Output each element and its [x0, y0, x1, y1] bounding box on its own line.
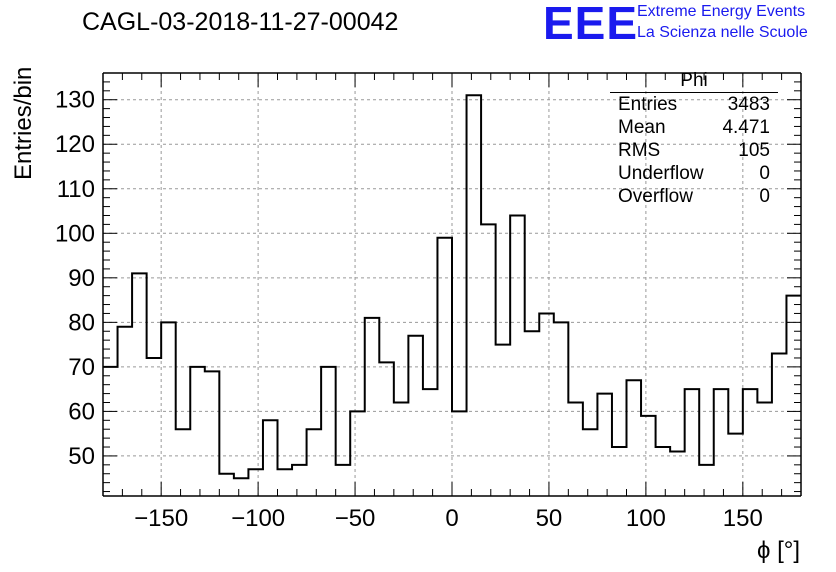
axes — [102, 72, 802, 497]
histogram-bin — [365, 318, 380, 496]
y-tick-label: 60 — [68, 398, 95, 425]
histogram-bin — [321, 367, 336, 496]
histogram-bin — [786, 296, 801, 496]
histogram-bin — [656, 447, 671, 496]
stats-row-underflow: Underflow 0 — [610, 162, 778, 185]
histogram-bin — [190, 367, 205, 496]
histogram-bin — [597, 394, 612, 496]
x-tick-label: −150 — [134, 505, 188, 532]
y-tick-label: 130 — [55, 87, 95, 114]
histogram-bin — [394, 402, 409, 496]
x-tick-label: 150 — [723, 505, 763, 532]
histogram-bin — [481, 224, 496, 496]
histogram-bin — [685, 389, 700, 496]
histogram-bin — [670, 451, 685, 496]
histogram-bin — [234, 478, 249, 496]
tick-labels: −150 −100 −50 0 50 100 150 50 60 70 80 90 100 110 120 1… — [55, 87, 763, 532]
histogram-bin — [467, 95, 482, 496]
stats-label: Underflow — [618, 163, 704, 184]
stats-row-entries: Entries 3483 — [610, 93, 778, 116]
histogram-bin — [510, 215, 525, 496]
eee-logo: EEE — [543, 0, 639, 49]
logo-text-line1: Extreme Energy Events — [637, 3, 806, 20]
x-tick-label: 50 — [536, 505, 563, 532]
histogram-bin — [525, 331, 540, 496]
stats-label: RMS — [618, 140, 661, 161]
stats-value: 105 — [738, 140, 770, 161]
histogram-bin — [379, 362, 394, 496]
histogram-bin — [219, 474, 234, 496]
y-tick-label: 100 — [55, 220, 95, 247]
stats-value: 3483 — [727, 94, 770, 115]
x-tick-label: 0 — [445, 505, 458, 532]
histogram-bin — [772, 354, 787, 496]
chart-title: CAGL-03-2018-11-27-00042 — [82, 8, 399, 36]
histogram-bin — [452, 411, 467, 496]
y-axis-label: Entries/bin — [10, 67, 37, 180]
histogram-bin — [278, 469, 293, 496]
histogram-bin — [292, 465, 307, 496]
y-tick-label: 120 — [55, 131, 95, 158]
stats-label: Overflow — [618, 186, 693, 207]
y-tick-label: 110 — [57, 176, 95, 203]
histogram-bin — [568, 402, 583, 496]
histogram-bin — [699, 465, 714, 496]
stats-box: Phi Entries 3483 Mean 4.471 RMS 105 Unde… — [610, 70, 778, 208]
histogram-bin — [350, 411, 365, 496]
histogram-bin — [132, 273, 147, 496]
x-axis-label: ϕ [°] — [757, 537, 800, 564]
stats-row-mean: Mean 4.471 — [610, 116, 778, 139]
histogram-bin — [554, 322, 569, 496]
y-tick-label: 90 — [68, 265, 95, 292]
histogram-bin — [539, 313, 554, 496]
histogram-bin — [336, 465, 351, 496]
histogram-bin — [743, 389, 758, 496]
y-tick-label: 80 — [68, 309, 95, 336]
histogram — [103, 94, 801, 496]
histogram-bin — [408, 336, 423, 496]
stats-label: Entries — [618, 94, 678, 115]
stats-row-overflow: Overflow 0 — [610, 185, 778, 208]
y-tick-label: 70 — [68, 354, 95, 381]
x-tick-label: −50 — [335, 505, 376, 532]
stats-value: 0 — [759, 163, 770, 184]
histogram-bin — [627, 380, 642, 496]
histogram-bin — [263, 420, 278, 496]
histogram-bin — [423, 389, 438, 496]
histogram-bin — [307, 429, 322, 496]
histogram-bin — [248, 469, 263, 496]
histogram-outline — [103, 94, 801, 480]
stats-title: Phi — [610, 70, 778, 93]
histogram-bin — [103, 367, 118, 496]
histogram-bin — [757, 402, 772, 496]
stats-value: 0 — [759, 186, 770, 207]
x-tick-label: −100 — [231, 505, 285, 532]
histogram-bin — [176, 429, 191, 496]
logo-text-line2: La Scienza nelle Scuole — [637, 24, 808, 41]
histogram-bin — [728, 434, 743, 496]
histogram-bin — [583, 429, 598, 496]
x-tick-label: 100 — [626, 505, 666, 532]
stats-label: Mean — [618, 117, 666, 138]
histogram-bin — [161, 322, 176, 496]
histogram-bin — [612, 447, 627, 496]
histogram-bin — [714, 389, 729, 496]
histogram-bin — [147, 358, 162, 496]
histogram-bin — [205, 371, 220, 496]
stats-value: 4.471 — [722, 117, 770, 138]
stats-row-rms: RMS 105 — [610, 139, 778, 162]
y-tick-label: 50 — [68, 443, 95, 470]
